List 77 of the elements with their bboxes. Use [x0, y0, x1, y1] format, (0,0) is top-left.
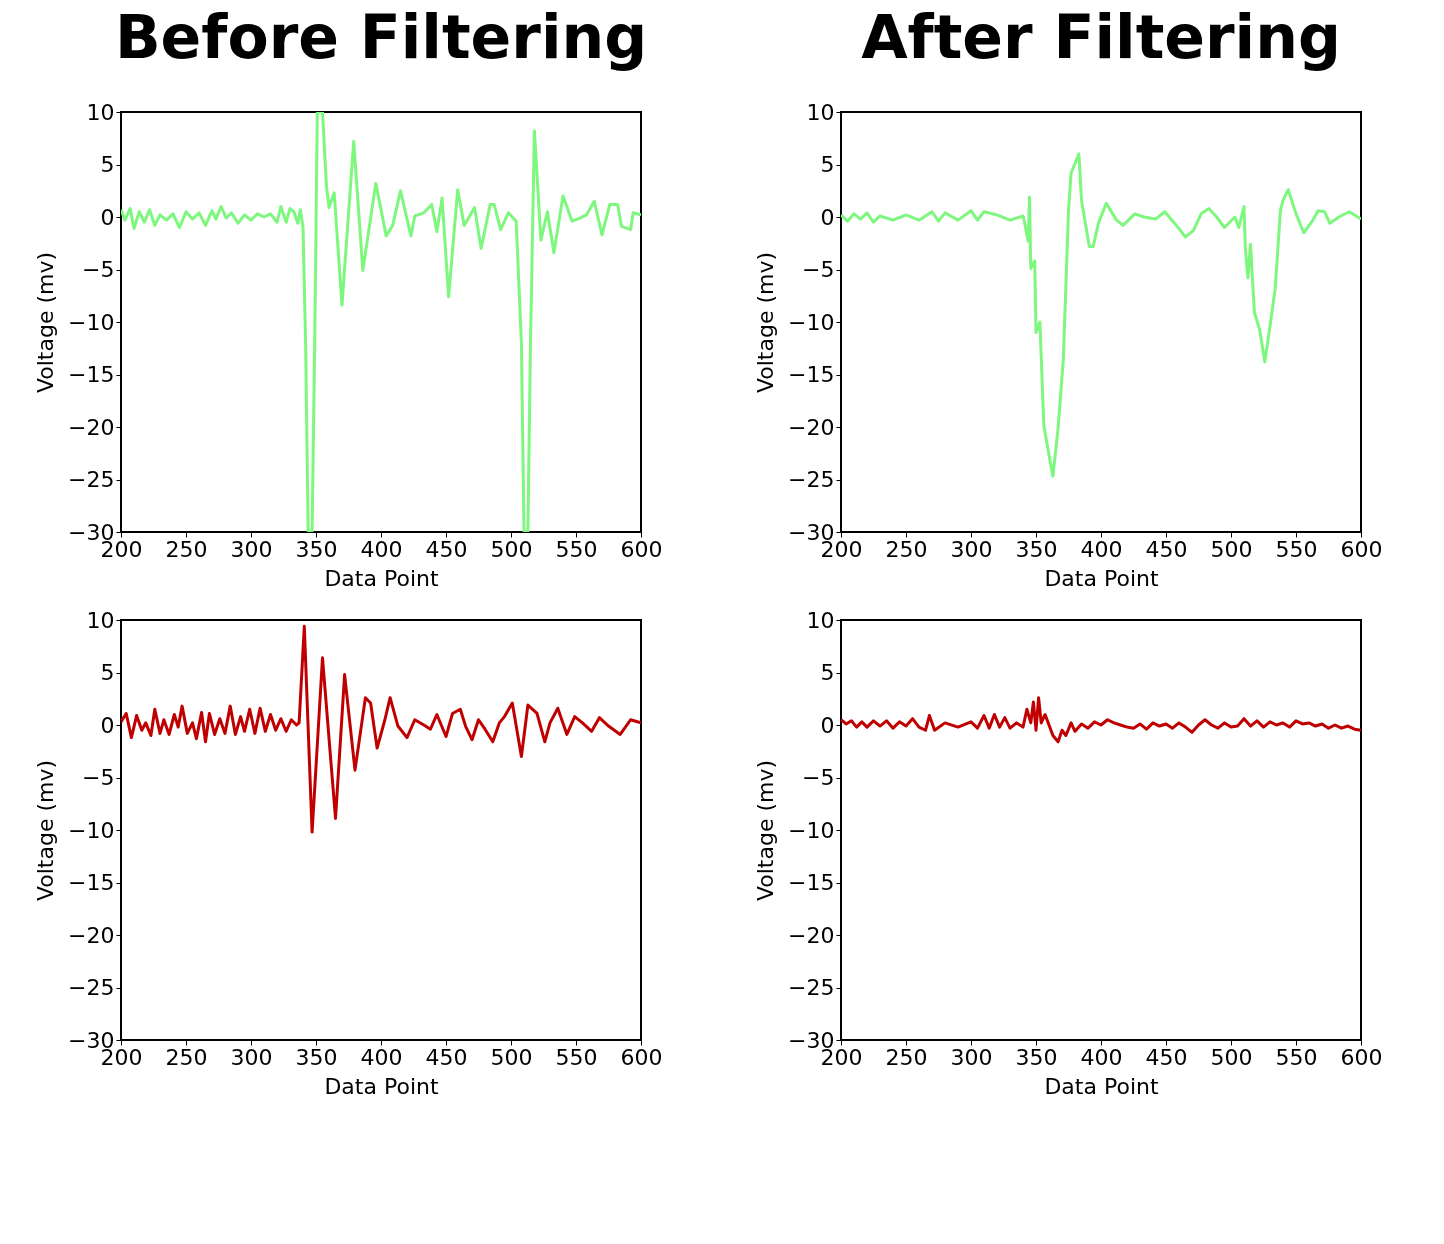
y-tick-label: −15 — [787, 870, 834, 895]
x-tick-label: 550 — [555, 536, 597, 562]
x-tick-label: 500 — [490, 536, 532, 562]
y-tick-label: −15 — [787, 362, 834, 387]
x-tick-label: 400 — [360, 1044, 402, 1070]
y-tick-label: −25 — [787, 467, 834, 492]
y-axis-title: Voltage (mv) — [752, 251, 778, 394]
x-axis-title: Data Point — [323, 1073, 439, 1099]
y-tick-label: 0 — [100, 712, 114, 738]
y-tick-label: 5 — [100, 152, 114, 177]
chart-title: Before Filtering — [114, 2, 647, 72]
x-tick-label: 350 — [1015, 536, 1057, 562]
x-tick-label: 250 — [165, 1044, 207, 1070]
y-tick-label: 10 — [86, 99, 114, 125]
y-tick-label: 0 — [820, 712, 834, 738]
x-tick-label: 300 — [230, 1044, 272, 1070]
x-axis-title: Data Point — [1043, 565, 1159, 591]
x-tick-label: 450 — [1145, 1044, 1187, 1070]
x-tick-label: 300 — [230, 536, 272, 562]
y-tick-label: −5 — [81, 765, 114, 790]
x-tick-label: 400 — [360, 536, 402, 562]
line-series — [840, 696, 1361, 744]
x-tick-label: 600 — [620, 1044, 662, 1070]
y-tick-label: 10 — [806, 607, 834, 633]
y-tick-label: 0 — [100, 204, 114, 230]
y-tick-label: −25 — [67, 975, 114, 1000]
x-tick-label: 250 — [885, 536, 927, 562]
x-tick-label: 250 — [165, 536, 207, 562]
y-tick-label: 0 — [820, 204, 834, 230]
x-tick-label: 350 — [1015, 1044, 1057, 1070]
x-tick-label: 450 — [425, 536, 467, 562]
x-tick-label: 450 — [1145, 536, 1187, 562]
x-tick-label: 400 — [1080, 1044, 1122, 1070]
y-tick-label: 10 — [86, 607, 114, 633]
y-tick-label: −10 — [787, 817, 834, 843]
y-axis-title: Voltage (mv) — [752, 759, 778, 902]
x-tick-label: 350 — [295, 536, 337, 562]
x-tick-label: 500 — [490, 1044, 532, 1070]
x-tick-label: 300 — [950, 536, 992, 562]
line-series — [840, 152, 1361, 478]
y-tick-label: −5 — [801, 765, 834, 790]
y-tick-label: −15 — [67, 362, 114, 387]
y-axis-title: Voltage (mv) — [32, 251, 58, 394]
y-tick-label: −20 — [787, 414, 834, 440]
x-axis-title: Data Point — [1043, 1073, 1159, 1099]
y-tick-label: −10 — [67, 817, 114, 843]
y-axis-title: Voltage (mv) — [32, 759, 58, 902]
y-tick-label: 5 — [100, 660, 114, 685]
x-tick-label: 600 — [620, 536, 662, 562]
y-tick-label: −20 — [67, 922, 114, 948]
x-tick-label: 400 — [1080, 536, 1122, 562]
y-tick-label: 5 — [820, 152, 834, 177]
y-tick-label: −25 — [787, 975, 834, 1000]
x-tick-label: 550 — [1275, 536, 1317, 562]
x-tick-label: 600 — [1340, 1044, 1382, 1070]
y-tick-label: −10 — [67, 309, 114, 335]
y-tick-label: −20 — [787, 922, 834, 948]
line-series — [120, 624, 641, 834]
x-tick-label: 350 — [295, 1044, 337, 1070]
x-axis-title: Data Point — [323, 565, 439, 591]
y-tick-label: −20 — [67, 414, 114, 440]
y-tick-label: −5 — [801, 257, 834, 282]
chart-title: After Filtering — [860, 2, 1341, 72]
x-tick-label: 550 — [1275, 1044, 1317, 1070]
x-tick-label: 300 — [950, 1044, 992, 1070]
y-tick-label: −25 — [67, 467, 114, 492]
y-tick-label: −5 — [81, 257, 114, 282]
y-tick-label: −10 — [787, 309, 834, 335]
x-tick-label: 250 — [885, 1044, 927, 1070]
y-tick-label: 10 — [806, 99, 834, 125]
x-tick-label: 500 — [1210, 536, 1252, 562]
x-tick-label: 600 — [1340, 536, 1382, 562]
x-tick-label: 450 — [425, 1044, 467, 1070]
y-tick-label: −15 — [67, 870, 114, 895]
y-tick-label: 5 — [820, 660, 834, 685]
x-tick-label: 500 — [1210, 1044, 1252, 1070]
x-tick-label: 550 — [555, 1044, 597, 1070]
